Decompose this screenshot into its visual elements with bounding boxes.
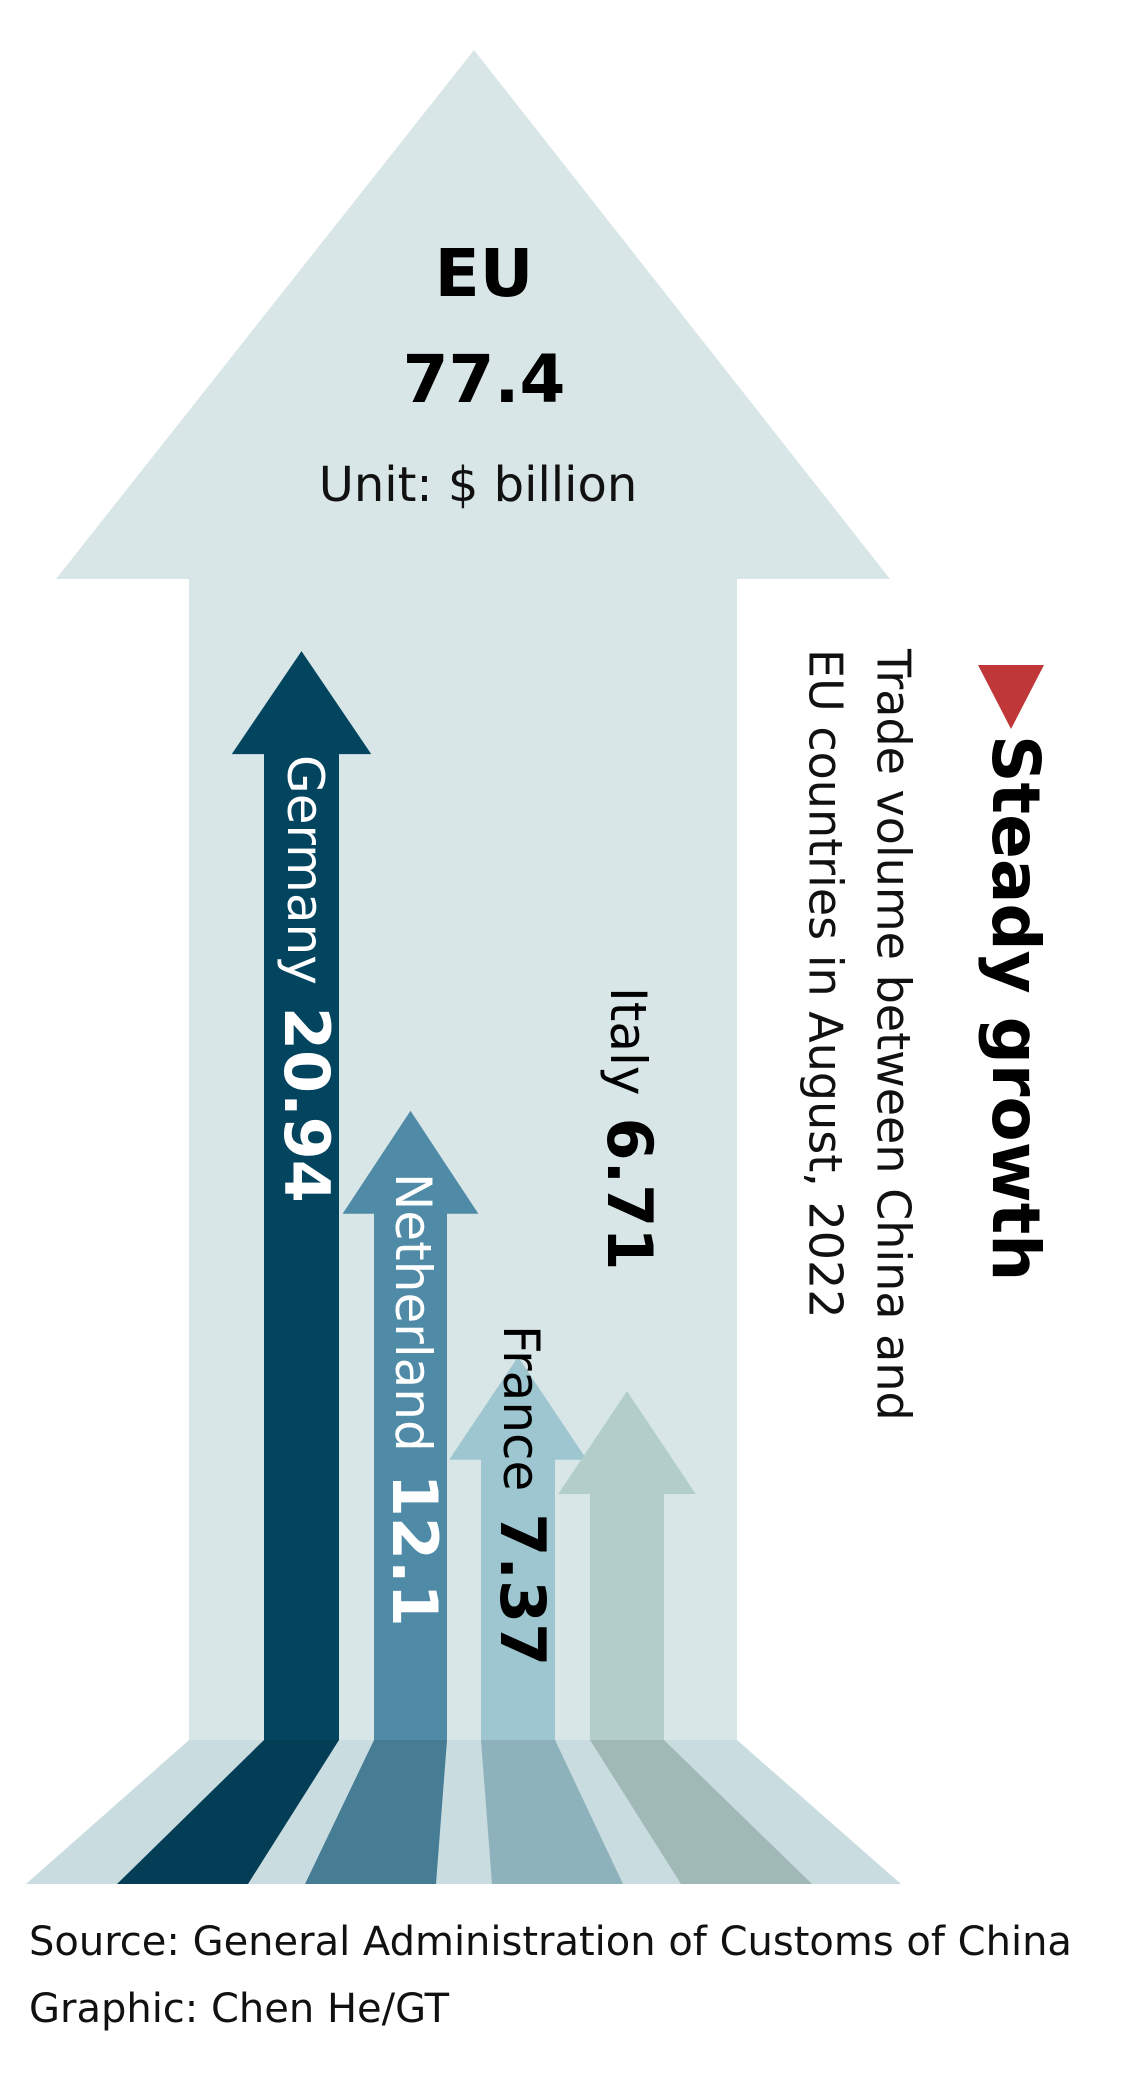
arrow <box>558 1391 696 1740</box>
credit: Graphic: Chen He/GT <box>29 1986 450 2032</box>
subtitle-line: EU countries in August, 2022 <box>799 649 853 1319</box>
category-label: Germany <box>277 755 335 985</box>
category-label: Italy <box>600 987 658 1095</box>
value-label: 6.71 <box>593 1117 666 1270</box>
arrow-label: Italy 6.71 <box>593 987 666 1270</box>
arrow <box>231 651 372 1740</box>
arrow-base <box>590 1740 812 1884</box>
subtitle-line: Trade volume between China and <box>867 648 921 1421</box>
arrow-base <box>117 1740 339 1884</box>
arrow-label: France 7.37 <box>486 1325 559 1666</box>
value-label: 12.1 <box>378 1474 451 1627</box>
arrow <box>449 1356 587 1740</box>
arrow-label: Germany 20.94 <box>270 755 343 1203</box>
arrow <box>342 1110 479 1740</box>
source: Source: General Administration of Custom… <box>29 1919 1072 1965</box>
arrow-base <box>481 1740 623 1884</box>
unit: Unit: $ billion <box>319 457 638 513</box>
value-label: 7.37 <box>486 1513 559 1666</box>
category-label: Netherland <box>385 1173 443 1452</box>
arrow-label: Netherland 12.1 <box>378 1173 451 1627</box>
arrow-base <box>305 1740 447 1884</box>
total-name: EU <box>435 235 534 312</box>
title-marker <box>978 665 1044 729</box>
value-label: 20.94 <box>270 1007 343 1203</box>
category-label: France <box>493 1325 551 1491</box>
title: Steady growth <box>977 735 1054 1281</box>
total-value: 77.4 <box>403 341 566 418</box>
